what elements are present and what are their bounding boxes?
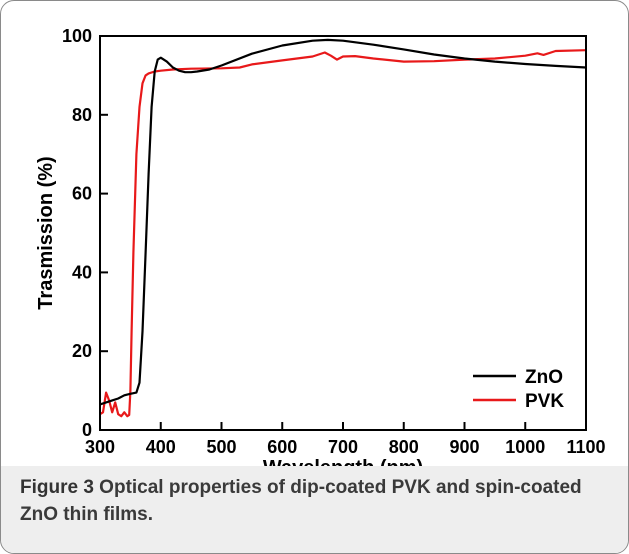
x-tick-label: 600 — [267, 437, 297, 457]
x-tick-label: 1000 — [505, 437, 545, 457]
x-tick-label: 500 — [206, 437, 236, 457]
y-axis: 0 20 40 60 80 100 — [62, 26, 108, 440]
y-tick-label: 40 — [72, 262, 92, 282]
legend-label-pvk: PVK — [525, 391, 564, 412]
x-tick-label: 700 — [328, 437, 358, 457]
legend-label-zno: ZnO — [525, 367, 563, 388]
y-axis-label: Trasmission (%) — [35, 156, 57, 309]
x-tick-label: 1100 — [566, 437, 605, 457]
series-line-zno — [100, 40, 586, 405]
figure-label: Figure 3 — [20, 477, 94, 498]
plot-area — [100, 36, 586, 430]
transmission-chart: 300 400 500 600 700 800 900 1000 1100 0 20 40 60 80 1… — [0, 0, 629, 470]
series-line-pvk — [100, 50, 586, 416]
plot-frame — [100, 36, 586, 430]
y-tick-label: 100 — [62, 26, 92, 46]
y-tick-label: 60 — [72, 184, 92, 204]
legend: ZnO PVK — [473, 367, 564, 412]
x-axis: 300 400 500 600 700 800 900 1000 1100 — [85, 422, 606, 457]
y-tick-label: 20 — [72, 341, 92, 361]
figure-caption-text: Optical properties of dip-coated PVK and… — [20, 477, 582, 525]
y-tick-label: 80 — [72, 105, 92, 125]
y-tick-label: 0 — [82, 420, 92, 440]
x-tick-label: 900 — [449, 437, 479, 457]
x-tick-label: 800 — [389, 437, 419, 457]
x-tick-label: 400 — [146, 437, 176, 457]
x-tick-label: 300 — [85, 437, 115, 457]
figure-caption: Figure 3 Optical properties of dip-coate… — [20, 474, 615, 528]
